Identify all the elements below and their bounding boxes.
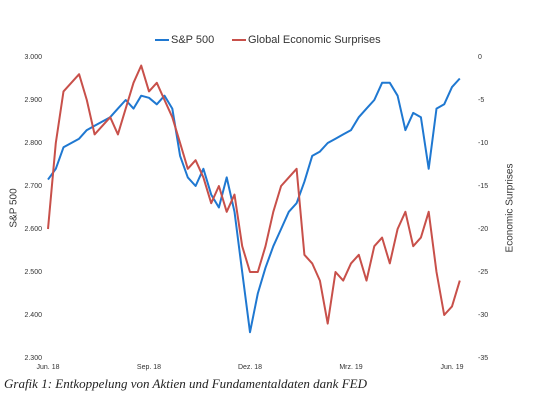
y2-tick-label: -5 <box>478 97 484 104</box>
y-tick-label: 2.300 <box>24 355 42 362</box>
y2-tick-label: -25 <box>478 269 488 276</box>
x-tick-label: Jun. 19 <box>441 364 464 371</box>
y2-tick-label: -35 <box>478 355 488 362</box>
y2-tick-label: -15 <box>478 183 488 190</box>
x-tick-label: Mrz. 19 <box>339 364 362 371</box>
y2-axis-label: Economic Surprises <box>505 164 516 253</box>
legend-label: Global Economic Surprises <box>248 34 381 46</box>
y2-tick-label: 0 <box>478 54 482 61</box>
y-tick-label: 3.000 <box>24 54 42 61</box>
x-tick-label: Sep. 18 <box>137 364 161 371</box>
chart: S&P 500 Economic Surprises 2.300 2.400 2.5… <box>9 34 516 371</box>
y-tick-label: 2.900 <box>24 97 42 104</box>
data-line <box>47 64 461 325</box>
caption: Grafik 1: Entkoppelung von Aktien und Fu… <box>4 376 367 391</box>
y-tick-label: 2.500 <box>24 269 42 276</box>
y-axis-label: S&P 500 <box>9 188 20 228</box>
y2-tick-label: -30 <box>478 312 488 319</box>
legend-label: S&P 500 <box>171 34 214 46</box>
y2-tick-label: -10 <box>478 140 488 147</box>
x-tick-label: Dez. 18 <box>238 364 262 371</box>
data-line <box>47 77 461 334</box>
y-tick-label: 2.800 <box>24 140 42 147</box>
y-tick-label: 2.600 <box>24 226 42 233</box>
y-tick-label: 2.400 <box>24 312 42 319</box>
y-tick-label: 2.700 <box>24 183 42 190</box>
y2-tick-label: -20 <box>478 226 488 233</box>
x-tick-label: Jun. 18 <box>37 364 60 371</box>
